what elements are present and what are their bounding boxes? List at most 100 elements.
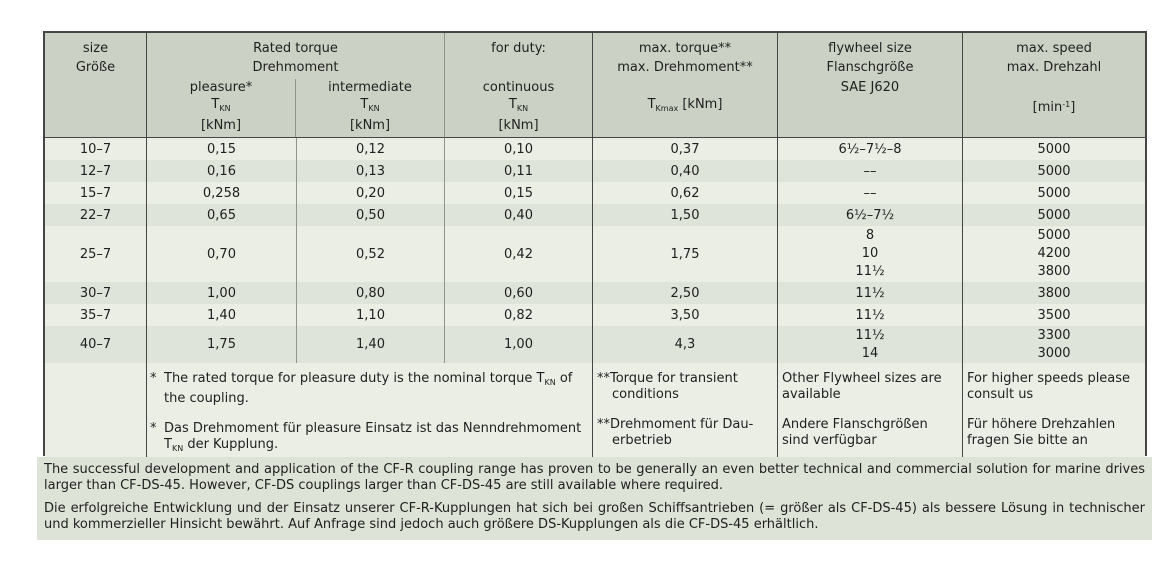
cell-line: 14 bbox=[861, 345, 879, 361]
cell-intermediate: 0,13 bbox=[297, 160, 445, 182]
footnote-speed-de: Für höhere Drehzahlen fragen Sie bitte a… bbox=[967, 417, 1116, 448]
header-pleasure-label: pleasure* bbox=[189, 80, 253, 95]
header-tkn: TKN bbox=[211, 97, 231, 113]
header-size-de: Größe bbox=[75, 60, 116, 75]
cell-max-torque: 2,50 bbox=[593, 282, 778, 304]
cell-intermediate: 0,80 bbox=[297, 282, 445, 304]
cell-pleasure: 0,258 bbox=[147, 182, 297, 204]
cell-pleasure: 0,65 bbox=[147, 204, 297, 226]
header-speed-unit: [min-1] bbox=[1032, 100, 1076, 115]
header-intermediate-label: intermediate bbox=[328, 80, 412, 95]
note-paragraph-en: The successful development and applicati… bbox=[44, 462, 1145, 493]
cell-max-torque: 0,37 bbox=[593, 138, 778, 160]
header-tkmax: TKmax [kNm] bbox=[647, 97, 723, 113]
cell-intermediate: 1,10 bbox=[297, 304, 445, 326]
header-tkn: TKN bbox=[360, 97, 380, 113]
cell-continuous: 0,15 bbox=[445, 182, 593, 204]
cell-size: 25–7 bbox=[45, 226, 147, 282]
cell-max-torque: 1,50 bbox=[593, 204, 778, 226]
footnote-flywheel-de: Andere Flanschgrößen sind verfügbar bbox=[782, 417, 928, 448]
header-max-torque-de: max. Drehmoment** bbox=[617, 60, 753, 75]
cell-continuous: 0,42 bbox=[445, 226, 593, 282]
cell-speed: 3800 bbox=[963, 282, 1145, 304]
cell-flywheel: –– bbox=[778, 160, 963, 182]
cell-continuous: 0,40 bbox=[445, 204, 593, 226]
cell-line: 3000 bbox=[1037, 345, 1071, 361]
footnote-max-torque: **Torque for transient conditions **Dreh… bbox=[593, 363, 778, 457]
header-continuous-label: continuous bbox=[482, 80, 555, 95]
header-unit: [kNm] bbox=[498, 118, 539, 133]
cell-continuous: 0,60 bbox=[445, 282, 593, 304]
footnote-torque-de: **Drehmoment für Dau­erbetrieb bbox=[597, 417, 754, 448]
cell-intermediate: 0,50 bbox=[297, 204, 445, 226]
header-unit: [kNm] bbox=[200, 118, 242, 133]
header-flywheel-de: Flanschgröße bbox=[826, 60, 914, 75]
cell-line: 8 bbox=[865, 228, 875, 243]
footnote-empty-cell bbox=[45, 363, 147, 457]
header-flywheel-en: flywheel size bbox=[828, 41, 912, 56]
cell-speed: 5000 4200 3800 bbox=[963, 226, 1145, 282]
cell-flywheel: 6½–7½ bbox=[778, 204, 963, 226]
cell-flywheel: 11½ bbox=[778, 282, 963, 304]
cell-continuous: 0,10 bbox=[445, 138, 593, 160]
cell-speed: 5000 bbox=[963, 138, 1145, 160]
cell-size: 30–7 bbox=[45, 282, 147, 304]
cell-size: 35–7 bbox=[45, 304, 147, 326]
cell-speed: 5000 bbox=[963, 182, 1145, 204]
cell-continuous: 1,00 bbox=[445, 326, 593, 363]
cell-flywheel: –– bbox=[778, 182, 963, 204]
cell-size: 10–7 bbox=[45, 138, 147, 160]
cell-flywheel: 8 10 11½ bbox=[778, 226, 963, 282]
cell-max-torque: 0,40 bbox=[593, 160, 778, 182]
cell-intermediate: 0,52 bbox=[297, 226, 445, 282]
cell-continuous: 0,11 bbox=[445, 160, 593, 182]
footnote-speed-en: For higher speeds please consult us bbox=[967, 371, 1131, 402]
cell-line: 3800 bbox=[1037, 264, 1071, 279]
cell-pleasure: 0,70 bbox=[147, 226, 297, 282]
cell-line: 11½ bbox=[855, 327, 885, 343]
header-rated-de: Drehmoment bbox=[252, 60, 339, 75]
cell-max-torque: 3,50 bbox=[593, 304, 778, 326]
cell-speed: 3300 3000 bbox=[963, 326, 1145, 363]
cell-speed: 5000 bbox=[963, 204, 1145, 226]
cell-line: 4200 bbox=[1037, 246, 1071, 261]
footnote-rated-de: * Das Drehmoment für pleasure Einsatz is… bbox=[150, 421, 587, 457]
cell-speed: 3500 bbox=[963, 304, 1145, 326]
cell-flywheel: 11½ bbox=[778, 304, 963, 326]
header-max-torque: max. torque** max. Drehmoment** TKmax [k… bbox=[593, 33, 778, 138]
footnote-rated-en: * The rated torque for pleasure duty is … bbox=[150, 371, 573, 406]
cell-intermediate: 1,40 bbox=[297, 326, 445, 363]
header-max-torque-en: max. torque** bbox=[638, 41, 732, 56]
cell-flywheel: 6½–7½–8 bbox=[778, 138, 963, 160]
header-rated-en: Rated torque bbox=[253, 41, 338, 56]
header-rated-torque: Rated torque Drehmoment pleasure* TKN [k… bbox=[147, 33, 445, 138]
cell-pleasure: 0,15 bbox=[147, 138, 297, 160]
cell-pleasure: 1,75 bbox=[147, 326, 297, 363]
footnote-flywheel: Other Flywheel sizes are available Ander… bbox=[778, 363, 963, 457]
cell-max-torque: 4,3 bbox=[593, 326, 778, 363]
cell-size: 15–7 bbox=[45, 182, 147, 204]
header-size-en: size bbox=[82, 41, 109, 56]
cell-size: 12–7 bbox=[45, 160, 147, 182]
header-pleasure: pleasure* TKN [kNm] bbox=[147, 79, 295, 137]
cell-max-torque: 0,62 bbox=[593, 182, 778, 204]
header-flywheel: flywheel size Flanschgröße SAE J620 bbox=[778, 33, 963, 138]
cell-intermediate: 0,12 bbox=[297, 138, 445, 160]
header-flywheel-sae: SAE J620 bbox=[840, 80, 900, 95]
cell-intermediate: 0,20 bbox=[297, 182, 445, 204]
cell-continuous: 0,82 bbox=[445, 304, 593, 326]
cell-pleasure: 0,16 bbox=[147, 160, 297, 182]
header-unit: [kNm] bbox=[349, 118, 391, 133]
cell-line: 11½ bbox=[855, 264, 885, 279]
footnote-flywheel-en: Other Flywheel sizes are available bbox=[782, 371, 942, 402]
footnote-rated-torque: * The rated torque for pleasure duty is … bbox=[147, 363, 593, 457]
footnote-torque-en: **Torque for transient conditions bbox=[597, 371, 738, 402]
cell-size: 22–7 bbox=[45, 204, 147, 226]
cell-pleasure: 1,40 bbox=[147, 304, 297, 326]
cell-flywheel: 11½ 14 bbox=[778, 326, 963, 363]
footnote-star: * bbox=[150, 421, 157, 436]
cell-line: 10 bbox=[861, 246, 879, 261]
footnote-star: * bbox=[150, 371, 157, 386]
coupling-spec-table: size Größe Rated torque Drehmoment pleas… bbox=[43, 31, 1147, 457]
cell-pleasure: 1,00 bbox=[147, 282, 297, 304]
